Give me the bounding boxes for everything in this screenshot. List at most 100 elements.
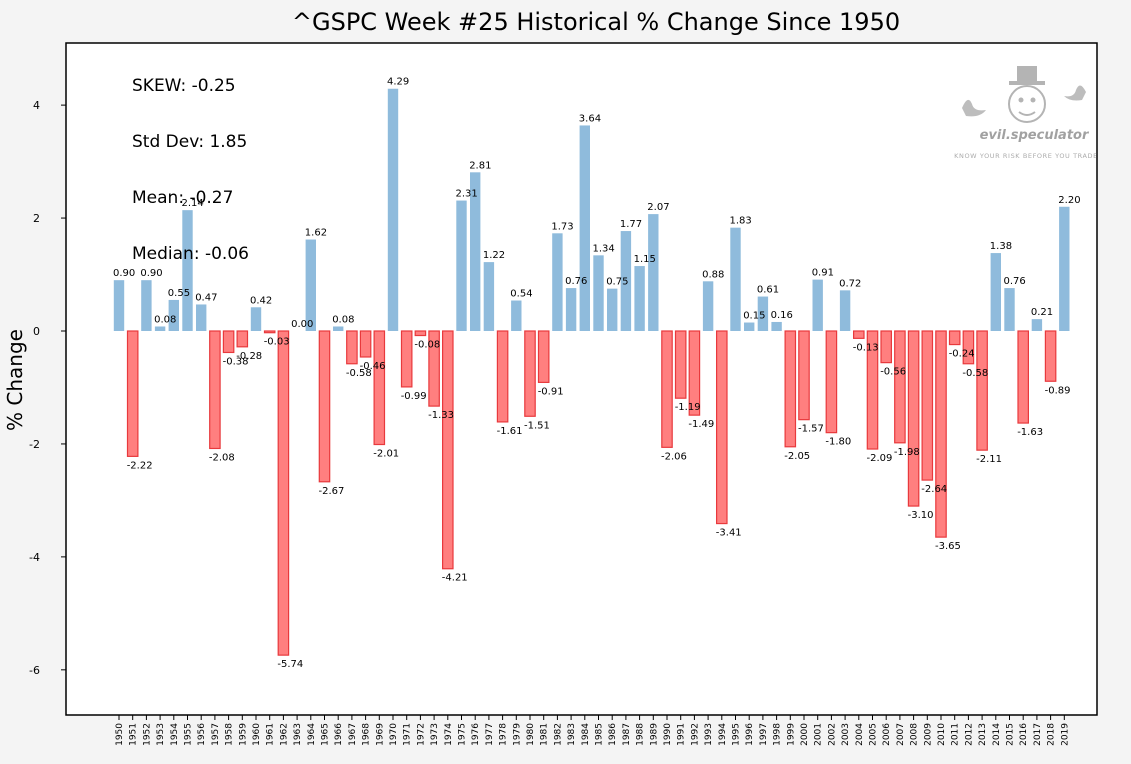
bar-positive	[552, 233, 563, 331]
bar-value-label: -3.41	[716, 528, 742, 539]
bar-value-label: -0.03	[264, 337, 290, 348]
bar-value-label: -2.05	[784, 451, 810, 462]
bar-positive	[333, 326, 344, 331]
bar-value-label: 1.22	[483, 250, 505, 261]
bar-negative	[935, 330, 947, 538]
bar-negative	[524, 330, 536, 417]
x-tick-label: 2013	[978, 723, 988, 746]
x-tick-label: 1981	[540, 723, 550, 746]
x-tick-label: 1955	[184, 723, 194, 746]
bar-value-label: -0.58	[962, 368, 988, 379]
bar-positive	[305, 239, 316, 331]
y-tick-label: 2	[33, 212, 40, 225]
x-tick-label: 1979	[512, 723, 522, 746]
bar-positive	[620, 231, 632, 331]
x-tick-label: 2000	[800, 723, 810, 746]
skew-annotation: SKEW: -0.25	[132, 76, 236, 96]
bar-value-label: 0.90	[113, 268, 135, 279]
x-tick-label: 2011	[951, 723, 961, 746]
x-tick-label: 1954	[170, 723, 180, 746]
x-tick-label: 2001	[814, 723, 824, 746]
x-tick-label: 2014	[992, 723, 1002, 746]
bar-value-label: -2.22	[127, 460, 153, 471]
bar-value-label: 0.54	[510, 289, 532, 300]
x-tick-label: 1980	[526, 723, 536, 746]
bar-negative	[798, 330, 810, 421]
bar-value-label: 0.16	[771, 310, 793, 321]
bar-positive	[387, 88, 399, 331]
bar-value-label: -2.06	[661, 451, 687, 462]
bar-positive	[154, 326, 166, 331]
bar-negative	[222, 330, 235, 354]
bar-positive	[483, 262, 495, 331]
bar-negative	[880, 330, 892, 364]
x-tick-label: 1990	[663, 723, 673, 746]
bar-negative	[907, 330, 920, 507]
top-hat-bulldog-icon	[1008, 66, 1046, 123]
bar-value-label: 0.08	[332, 314, 354, 325]
bar-positive	[730, 227, 741, 331]
bar-value-label: -5.74	[277, 659, 303, 670]
bar-negative	[373, 330, 386, 446]
bar-negative	[277, 330, 290, 656]
bar-value-label: -0.89	[1045, 385, 1071, 396]
bar-value-label: 0.72	[839, 278, 861, 289]
x-tick-label: 1962	[279, 723, 289, 746]
chart-title: ^GSPC Week #25 Historical % Change Since…	[292, 8, 900, 36]
bar-negative	[414, 330, 427, 337]
bar-value-label: 0.76	[565, 276, 587, 287]
bar-value-label: -0.46	[360, 361, 386, 372]
bar-positive	[182, 210, 193, 331]
bar-value-label: -2.67	[319, 486, 345, 497]
x-tick-label: 2008	[910, 723, 920, 746]
bar-value-label: 3.64	[579, 113, 601, 124]
bar-value-label: -3.65	[935, 541, 961, 552]
bar-value-label: 0.55	[168, 288, 190, 299]
bar-positive	[839, 290, 851, 331]
bar-negative	[921, 330, 934, 481]
x-tick-label: 1992	[690, 723, 700, 746]
x-tick-label: 1986	[608, 723, 618, 746]
bar-value-label: 0.21	[1031, 307, 1053, 318]
bar-value-label: 0.61	[757, 285, 779, 296]
bar-negative	[866, 330, 879, 450]
bar-value-label: 2.14	[182, 198, 204, 209]
x-tick-label: 1952	[142, 723, 152, 746]
x-tick-label: 1976	[471, 723, 481, 746]
bar-value-labels: 0.90-2.220.900.080.552.140.47-2.08-0.38-…	[113, 77, 1081, 670]
bar-positive	[579, 125, 590, 332]
bar-value-label: -0.38	[223, 356, 249, 367]
x-tick-label: 1957	[211, 723, 221, 746]
bar-value-label: -1.61	[497, 426, 523, 437]
bar-negative	[359, 330, 372, 358]
x-tick-label: 1951	[129, 723, 139, 746]
bar-negative	[948, 330, 961, 346]
bar-negative	[428, 330, 440, 407]
x-tick-label: 1964	[307, 723, 317, 746]
x-tick-label: 1971	[403, 723, 413, 746]
bar-value-label: 0.76	[1004, 276, 1026, 287]
bar-positive	[141, 280, 152, 331]
bar-value-label: 0.91	[812, 268, 834, 279]
bar-negative	[976, 330, 988, 451]
x-tick-label: 1973	[430, 723, 440, 746]
bar-positive	[196, 304, 207, 331]
bar-value-label: 0.00	[291, 319, 313, 330]
x-tick-label: 1988	[636, 723, 646, 746]
x-tick-label: 2012	[964, 723, 974, 746]
x-tick-label: 1995	[732, 723, 742, 746]
x-tick-label: 1977	[485, 723, 495, 746]
x-tick-label: 1989	[649, 723, 659, 746]
bar-value-label: -0.91	[538, 386, 564, 397]
bar-positive	[250, 307, 262, 331]
x-tick-label: 2010	[937, 723, 947, 746]
bar-positive	[511, 300, 522, 331]
x-tick-label: 1997	[759, 723, 769, 746]
bar-negative	[442, 330, 454, 570]
bar-negative	[962, 330, 975, 365]
bar-value-label: -3.10	[908, 510, 934, 521]
bar-value-label: -0.58	[346, 368, 372, 379]
x-tick-label: 1953	[156, 723, 166, 746]
x-tick-label: 2004	[855, 723, 865, 746]
